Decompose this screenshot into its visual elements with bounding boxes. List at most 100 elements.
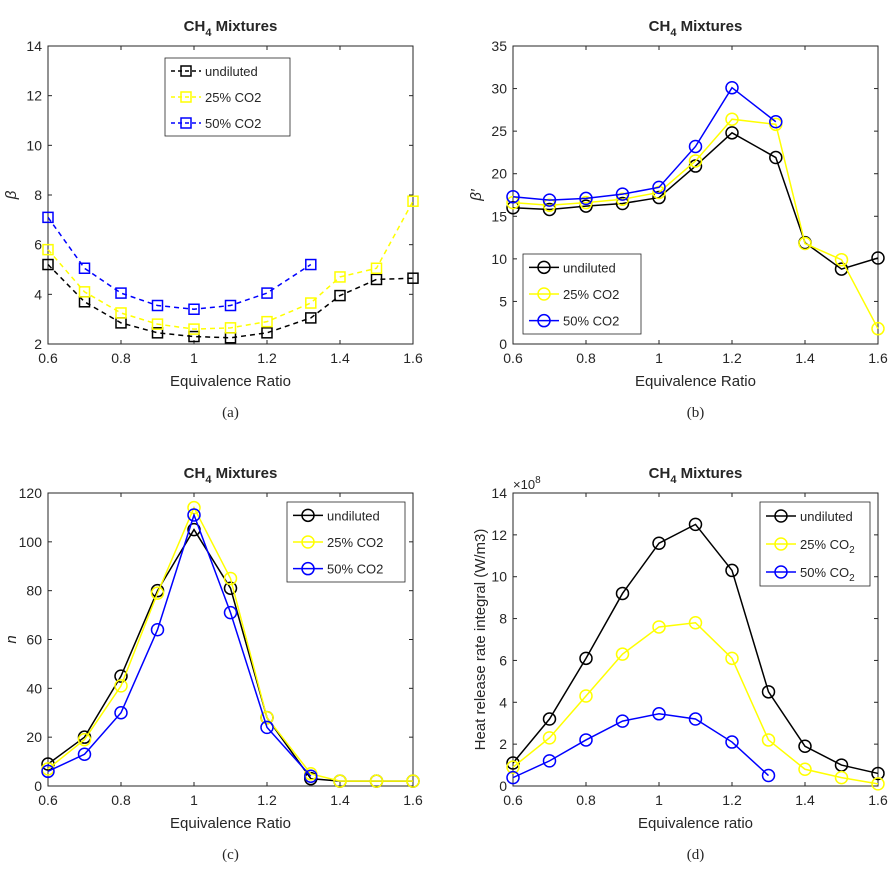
data-point (652, 707, 666, 721)
data-point (150, 622, 165, 637)
y-tick-label: 60 (26, 632, 42, 648)
y-tick-label: 14 (491, 485, 507, 501)
data-point (223, 581, 238, 595)
y-tick-label: 6 (499, 652, 507, 668)
data-point (688, 517, 703, 532)
x-axis-label: Equivalence Ratio (170, 815, 291, 832)
data-point (652, 180, 666, 195)
data-point (334, 271, 346, 283)
data-point (615, 647, 630, 661)
x-tick-label: 1 (655, 350, 663, 366)
legend: undiluted 25% CO2 50% CO2 (286, 501, 406, 583)
data-point (725, 112, 739, 126)
data-point (871, 321, 885, 336)
x-tick-label: 0.8 (111, 792, 131, 808)
data-point (615, 196, 630, 211)
data-point (506, 195, 520, 210)
data-point (579, 191, 593, 206)
x-tick-label: 1 (190, 792, 198, 808)
legend-label: 25% CO2 (800, 537, 855, 556)
legend-swatch-marker (774, 565, 788, 579)
y-tick-label: 0 (499, 336, 507, 352)
data-point (370, 262, 383, 275)
legend-swatch-marker (180, 91, 192, 103)
series-1 (506, 616, 885, 791)
data-point (506, 201, 520, 215)
series-2 (42, 211, 317, 315)
x-tick-label: 1.2 (722, 350, 742, 366)
y-axis-label: n (3, 635, 20, 643)
data-point (115, 287, 127, 299)
x-tick-label: 0.6 (503, 350, 523, 366)
y-tick-label: 80 (26, 583, 42, 599)
series-line (47, 216, 312, 310)
data-point (652, 536, 666, 550)
data-point (260, 720, 274, 735)
data-point (224, 322, 237, 334)
data-point (188, 303, 200, 315)
data-point (579, 733, 593, 747)
data-point (871, 777, 885, 791)
legend-label: 50% CO2 (327, 562, 383, 577)
panel-c: 0.6 0.8 1 1.2 1.4 1.6 0 20 40 60 80 100 120 CH4 Mixtu… (3, 465, 423, 863)
panel-caption: (b) (687, 405, 705, 421)
data-point (305, 312, 317, 324)
data-point (542, 202, 557, 217)
x-tick-label: 1.4 (330, 350, 350, 366)
data-point (725, 651, 739, 666)
data-point (579, 651, 593, 666)
y-tick-label: 35 (491, 38, 507, 54)
y-tick-label: 10 (491, 251, 507, 267)
data-point (725, 80, 739, 95)
x-tick-label: 1.6 (403, 350, 423, 366)
data-point (406, 774, 420, 788)
series-line (512, 131, 879, 270)
series-2 (506, 80, 783, 207)
y-tick-label: 8 (499, 611, 507, 627)
y-exponent-label: ×108 (513, 475, 541, 492)
legend-label: undiluted (563, 260, 616, 275)
data-point (506, 760, 520, 774)
data-point (871, 766, 885, 781)
data-point (798, 762, 812, 777)
data-point (42, 211, 54, 224)
x-axis-label: Equivalence Ratio (170, 373, 291, 390)
y-tick-label: 0 (34, 778, 42, 794)
series-1 (41, 500, 420, 788)
data-point (305, 297, 317, 309)
y-tick-label: 8 (34, 187, 42, 203)
data-point (78, 262, 91, 275)
y-axis-label: β (3, 190, 20, 200)
y-tick-label: 2 (34, 336, 42, 352)
data-point (761, 685, 776, 699)
y-tick-label: 15 (491, 208, 507, 224)
data-point (506, 770, 520, 785)
data-point (223, 605, 238, 620)
data-point (579, 199, 593, 213)
x-tick-label: 0.6 (38, 792, 58, 808)
legend-label: 50% CO2 (800, 565, 855, 584)
data-point (798, 236, 812, 251)
panel-caption: (c) (222, 847, 239, 863)
data-point (188, 323, 200, 335)
data-point (41, 764, 55, 779)
data-point (542, 754, 557, 768)
data-point (688, 712, 703, 726)
y-axis-label: Heat release rate integral (W/m3) (472, 529, 489, 751)
data-point (151, 327, 164, 339)
data-point (224, 299, 237, 312)
x-tick-label: 0.8 (576, 350, 596, 366)
data-point (42, 243, 54, 256)
data-point (579, 195, 593, 210)
data-point (114, 706, 128, 720)
data-point (115, 307, 127, 319)
data-point (261, 315, 273, 328)
data-point (114, 679, 128, 693)
x-tick-label: 1.4 (330, 792, 350, 808)
data-point (871, 251, 885, 265)
x-tick-label: 0.8 (111, 350, 131, 366)
y-tick-label: 120 (19, 485, 43, 501)
data-point (260, 710, 274, 725)
legend-swatch-marker (537, 260, 551, 275)
